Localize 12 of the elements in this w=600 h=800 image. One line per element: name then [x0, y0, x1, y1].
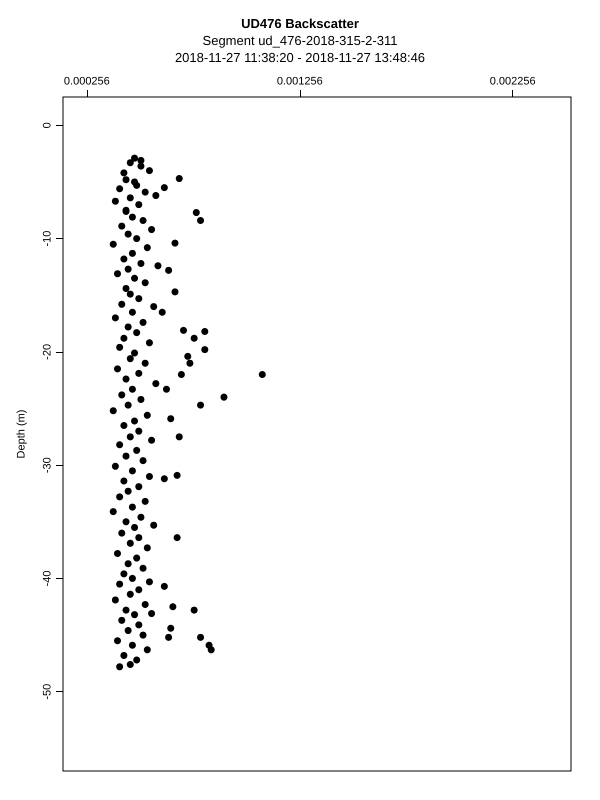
chart-title: UD476 Backscatter: [241, 16, 359, 31]
x-tick-label: 0.000256: [64, 76, 110, 88]
y-axis-title: Depth (m): [16, 410, 28, 458]
chart-subtitle: Segment ud_476-2018-315-2-311 2018-11-27 11:38:20 - 2018-11-27 13:48:46: [174, 33, 426, 65]
y-tick-label: -20: [42, 344, 54, 360]
x-tick-label: 0.001256: [276, 76, 323, 88]
y-tick-label: -10: [42, 230, 54, 247]
y-tick-label: -50: [42, 684, 54, 700]
y-tick-label: -30: [42, 457, 54, 474]
y-tick-label: -40: [42, 570, 54, 586]
x-tick-label: 0.002256: [490, 76, 536, 88]
y-tick-label: 0: [42, 122, 54, 128]
